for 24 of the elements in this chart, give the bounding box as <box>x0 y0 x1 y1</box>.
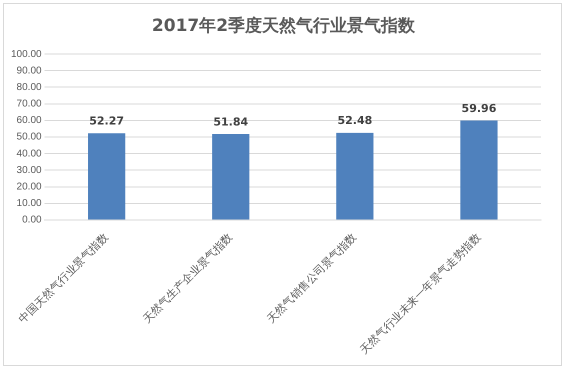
bar <box>88 133 126 220</box>
y-tick-label: 70.00 <box>16 98 42 110</box>
x-tick-label: 天然气销售公司景气指数 <box>265 231 360 326</box>
bar <box>460 120 498 220</box>
y-tick-label: 90.00 <box>16 65 42 76</box>
chart-title: 2017年2季度天然气行业景气指数 <box>150 15 416 37</box>
data-label: 52.27 <box>89 114 124 128</box>
y-tick-label: 20.00 <box>16 182 42 193</box>
x-tick-label: 天然气行业未来一年景气走势指数 <box>357 230 484 357</box>
x-tick-label: 天然气生产企业景气指数 <box>140 230 236 326</box>
data-label: 52.48 <box>337 114 372 128</box>
y-tick-label: 10.00 <box>16 198 42 210</box>
data-label: 51.84 <box>213 115 248 128</box>
y-tick-label: 100.00 <box>10 48 42 60</box>
data-label: 59.96 <box>462 102 497 115</box>
y-tick-label: 30.00 <box>16 164 42 176</box>
y-tick-label: 40.00 <box>16 148 42 160</box>
y-tick-label: 50.00 <box>16 132 42 143</box>
y-tick-label: 80.00 <box>16 82 42 93</box>
bar <box>212 134 250 220</box>
x-tick-label: 中国天然气行业景气指数 <box>16 230 111 326</box>
y-tick-label: 0.00 <box>22 214 42 226</box>
bar <box>336 132 374 220</box>
y-tick-label: 60.00 <box>16 115 42 126</box>
